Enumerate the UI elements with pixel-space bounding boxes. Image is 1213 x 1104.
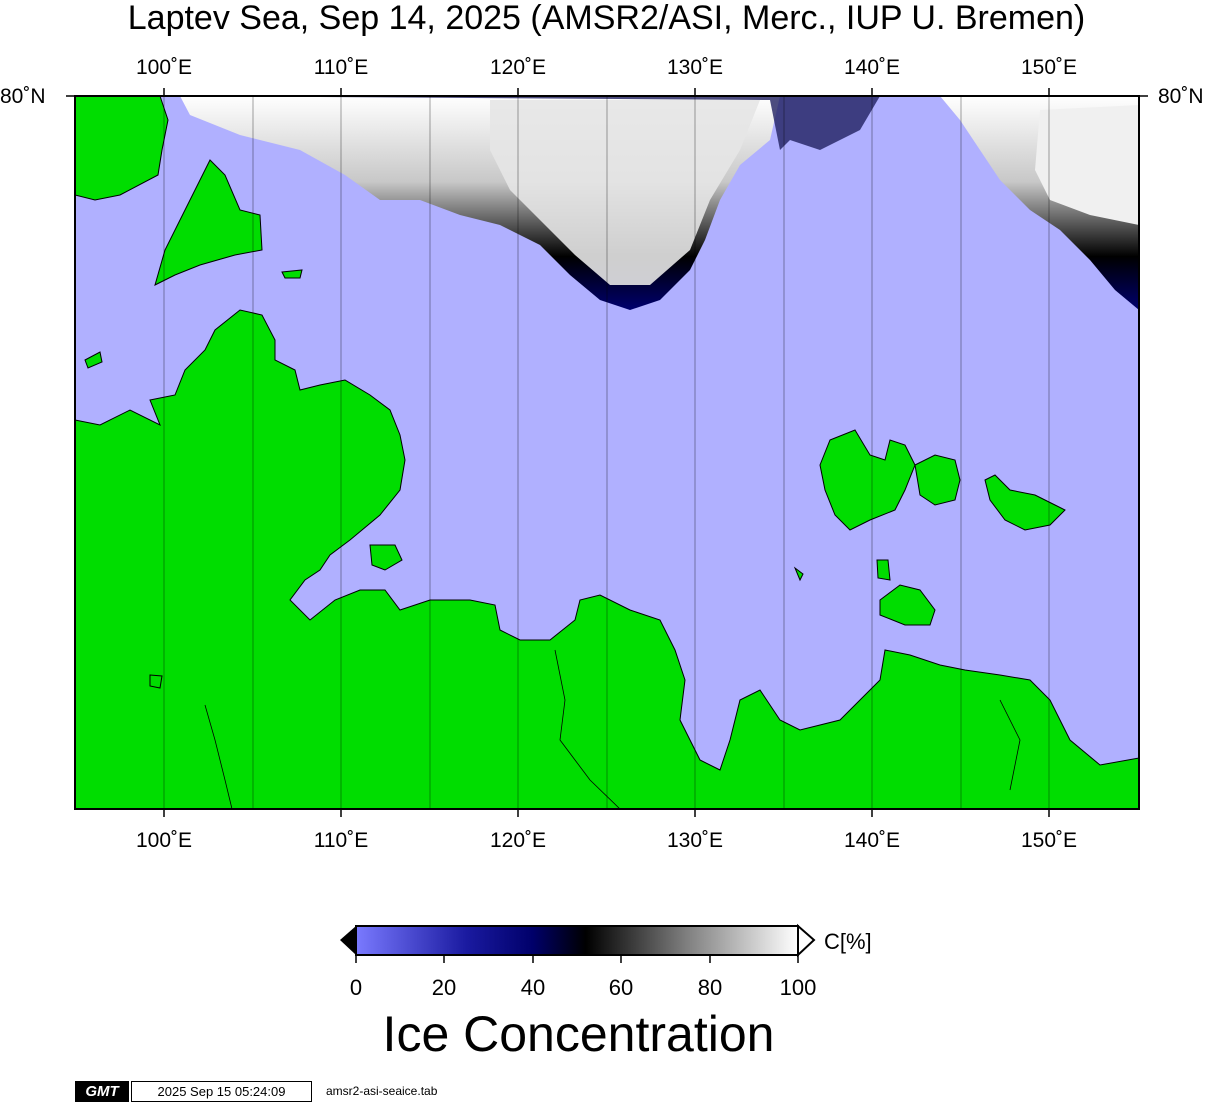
lat-label-left: 80˚N xyxy=(0,85,46,108)
island-severnaya-zemlya-west xyxy=(75,96,169,201)
island-kotelny xyxy=(819,429,916,531)
islet-1 xyxy=(281,269,303,279)
lon-label-bottom-140: 140˚E xyxy=(843,829,901,852)
lon-label-top-130: 130˚E xyxy=(666,56,724,79)
sea-ice-fringe xyxy=(165,96,880,150)
colorbar-gradient xyxy=(355,925,799,956)
island-severnaya-zemlya-east xyxy=(154,159,263,286)
islet-2 xyxy=(84,351,103,369)
island-faddeyevsky xyxy=(914,454,961,506)
lon-label-bottom-120: 120˚E xyxy=(489,829,547,852)
islet-4 xyxy=(149,674,163,689)
lat-label-right: 80˚N xyxy=(1158,85,1204,108)
lon-label-top-100: 100˚E xyxy=(135,56,193,79)
islet-3 xyxy=(369,544,403,571)
lon-label-top-140: 140˚E xyxy=(843,56,901,79)
gmt-logo: GMT xyxy=(75,1081,129,1102)
footer-timestamp: 2025 Sep 15 05:24:09 xyxy=(131,1081,312,1102)
islet-6 xyxy=(793,566,804,582)
colorbar-tick-20: 20 xyxy=(431,975,457,1000)
river-2 xyxy=(554,649,621,809)
colorbar-under-triangle xyxy=(340,926,356,955)
map-title: Laptev Sea, Sep 14, 2025 (AMSR2/ASI, Mer… xyxy=(127,0,1086,37)
colorbar-tick-40: 40 xyxy=(520,975,546,1000)
frame-ticks xyxy=(66,88,1148,817)
footer-source-file: amsr2-asi-seaice.tab xyxy=(326,1084,438,1098)
colorbar-over-triangle xyxy=(797,923,816,958)
river-1 xyxy=(204,704,233,809)
colorbar-tick-80: 80 xyxy=(697,975,723,1000)
river-3 xyxy=(999,699,1021,791)
island-bolshoy-lyakhovsky xyxy=(879,584,936,626)
lon-label-bottom-110: 110˚E xyxy=(313,829,369,852)
lon-label-top-120: 120˚E xyxy=(489,56,547,79)
meridian-grid xyxy=(163,96,1050,809)
lon-label-top-110: 110˚E xyxy=(313,56,369,79)
lon-label-bottom-100: 100˚E xyxy=(135,829,193,852)
map-frame xyxy=(74,95,1140,810)
colorbar-unit: C[%] xyxy=(824,929,872,954)
sea-ice-east-core xyxy=(1035,105,1139,225)
colorbar-title: Ice Concentration xyxy=(382,1006,775,1062)
colorbar-tick-100: 100 xyxy=(779,975,817,1000)
lon-label-bottom-130: 130˚E xyxy=(666,829,724,852)
islet-5 xyxy=(876,559,891,581)
colorbar-tick-60: 60 xyxy=(608,975,634,1000)
lon-label-bottom-150: 150˚E xyxy=(1020,829,1078,852)
lon-label-top-150: 150˚E xyxy=(1020,56,1078,79)
colorbar xyxy=(340,923,816,963)
island-new-siberia xyxy=(984,474,1066,531)
sea-ice-central-core xyxy=(490,100,760,285)
colorbar-tick-0: 0 xyxy=(349,975,363,1000)
